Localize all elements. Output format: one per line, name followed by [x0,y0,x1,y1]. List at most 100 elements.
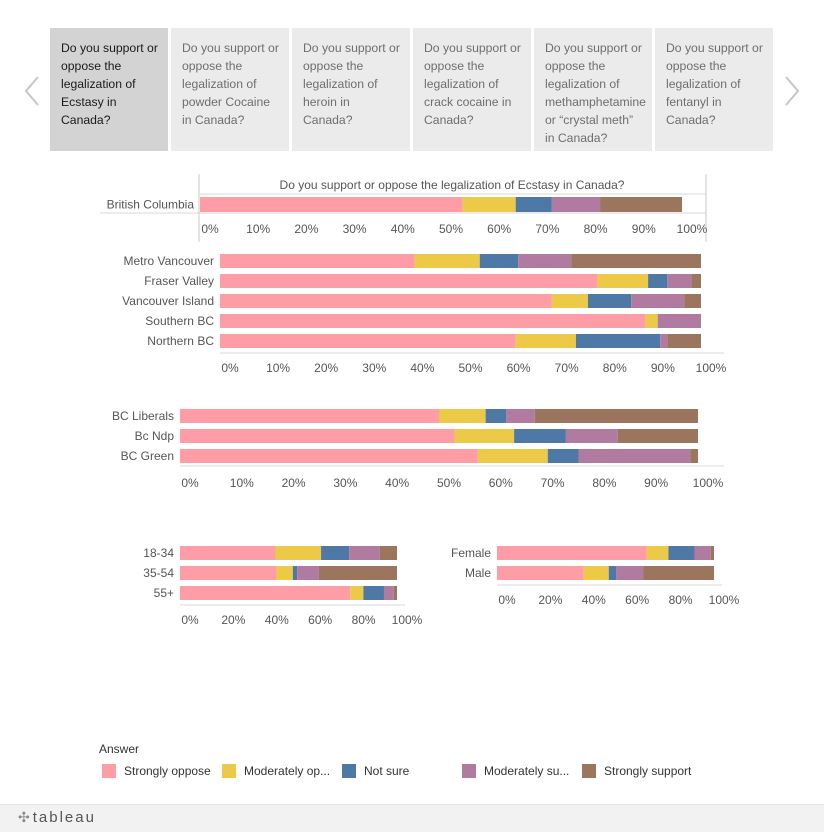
bar-segment[interactable] [515,197,552,212]
bar-segment[interactable] [648,274,668,288]
bar-segment[interactable] [454,429,515,443]
bar-segment[interactable] [690,449,698,463]
bar-segment[interactable] [667,334,701,348]
bar-segment[interactable] [710,546,714,560]
x-tick-label: 40% [385,476,409,490]
bar-segment[interactable] [318,566,397,580]
x-tick-label: 20% [294,222,318,236]
bar-segment[interactable] [571,254,701,268]
x-tick-label: 10% [266,361,290,375]
x-tick-label: 0% [498,593,516,607]
bar-segment[interactable] [414,254,480,268]
bar-segment[interactable] [462,197,516,212]
bar-segment[interactable] [597,274,649,288]
bar-segment[interactable] [180,449,478,463]
x-tick-label: 40% [265,613,289,627]
bar-segment[interactable] [668,546,695,560]
legend: Answer Strongly oppose Moderately op... … [99,742,799,782]
bar-segment[interactable] [479,254,519,268]
bar-segment[interactable] [220,294,552,308]
bar-segment[interactable] [551,197,601,212]
bar-segment[interactable] [565,429,618,443]
bar-segment[interactable] [506,409,535,423]
bar-segment[interactable] [583,566,609,580]
bar-segment[interactable] [220,274,598,288]
legend-swatch [342,764,356,778]
bar-segment[interactable] [292,566,298,580]
bar-segment[interactable] [497,566,584,580]
bar-segment[interactable] [180,566,277,580]
bar-segment[interactable] [643,566,714,580]
x-tick-label: 100% [696,361,727,375]
bar-segment[interactable] [575,334,661,348]
bar-segment[interactable] [220,254,415,268]
bar-segment[interactable] [276,566,293,580]
bar-segment[interactable] [349,546,380,560]
x-tick-label: 90% [651,361,675,375]
bar-segment[interactable] [497,546,647,560]
bar-segment[interactable] [551,294,588,308]
bar-segment[interactable] [485,409,507,423]
bar-segment[interactable] [383,586,394,600]
tab-label: Do you support or oppose the legalizatio… [61,41,158,127]
chevron-left-icon[interactable] [22,74,42,108]
bar-segment[interactable] [220,334,516,348]
bar-segment[interactable] [220,314,646,328]
bar-segment[interactable] [363,586,384,600]
bar-segment[interactable] [393,586,397,600]
bar-segment[interactable] [321,546,350,560]
bar-segment[interactable] [657,314,701,328]
legend-swatch [582,764,596,778]
bar-segment[interactable] [616,566,644,580]
bar-segment[interactable] [587,294,632,308]
category-label: Vancouver Island [122,294,214,308]
bar-segment[interactable] [578,449,691,463]
bar-segment[interactable] [660,334,668,348]
bar-segment[interactable] [180,409,439,423]
x-tick-label: 10% [230,476,254,490]
tableau-logo[interactable]: ✣tableau [18,809,96,826]
bar-segment[interactable] [534,409,698,423]
bar-segment[interactable] [547,449,579,463]
age-chart: 18-34 35-54 55+ 0% 20% 40% 60% 80% 100% [143,546,423,627]
bar-segment[interactable] [477,449,548,463]
bar-segment[interactable] [379,546,397,560]
chevron-right-icon[interactable] [782,74,802,108]
x-tick-label: 80% [603,361,627,375]
bar-segment[interactable] [667,274,692,288]
category-label: 55+ [154,586,174,600]
bar-segment[interactable] [600,197,682,212]
bar-segment[interactable] [691,274,701,288]
bar-segment[interactable] [631,294,685,308]
tab-methamphetamine[interactable]: Do you support or oppose the legalizatio… [534,28,652,151]
bar-segment[interactable] [350,586,364,600]
bar-segment[interactable] [180,429,455,443]
tab-crack-cocaine[interactable]: Do you support or oppose the legalizatio… [413,28,531,151]
tab-fentanyl[interactable]: Do you support or oppose the legalizatio… [655,28,773,151]
bar-segment[interactable] [514,429,566,443]
bar-segment[interactable] [439,409,486,423]
bar-segment[interactable] [645,314,658,328]
story-points-bar: Do you support or oppose the legalizatio… [50,28,774,151]
x-tick-label: 0% [181,613,199,627]
tab-powder-cocaine[interactable]: Do you support or oppose the legalizatio… [171,28,289,151]
province-chart: British Columbia 0% 10% 20% 30% 40% 50% 60% 70% 8… [107,197,708,236]
tab-ecstasy[interactable]: Do you support or oppose the legalizatio… [50,28,168,151]
bar-segment[interactable] [684,294,701,308]
bar-segment[interactable] [694,546,711,560]
bar-segment[interactable] [200,197,463,212]
bar-segment[interactable] [180,546,276,560]
bar-segment[interactable] [297,566,319,580]
bar-segment[interactable] [518,254,572,268]
bar-segment[interactable] [646,546,669,560]
bar-segment[interactable] [275,546,322,560]
x-tick-label: 60% [487,222,511,236]
x-tick-label: 100% [677,222,708,236]
bar-segment[interactable] [180,586,351,600]
legend-swatch [462,764,476,778]
bar-segment[interactable] [617,429,698,443]
tab-heroin[interactable]: Do you support or oppose the legalizatio… [292,28,410,151]
bar-segment[interactable] [608,566,617,580]
bar-segment[interactable] [515,334,576,348]
legend-label: Strongly oppose [124,764,211,778]
